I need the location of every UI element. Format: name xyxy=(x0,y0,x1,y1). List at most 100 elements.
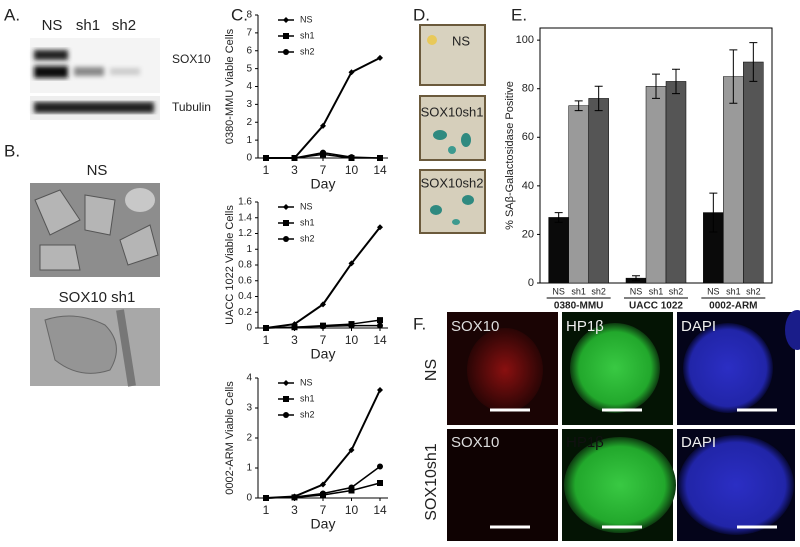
marker xyxy=(320,481,326,488)
legend-label: NS xyxy=(300,377,313,387)
y-tick-label: 3 xyxy=(246,99,252,110)
y-tick-label: 1.4 xyxy=(238,212,252,223)
stain-image xyxy=(419,169,486,234)
legend-label: sh1 xyxy=(300,393,315,403)
y-tick-label: 2 xyxy=(246,433,252,444)
marker xyxy=(263,495,269,501)
lane-label: sh2 xyxy=(112,17,136,34)
x-tick-label: 14 xyxy=(373,333,387,347)
group-label: UACC 1022 xyxy=(629,301,683,312)
bar xyxy=(548,217,569,284)
blot-tubulin xyxy=(30,96,160,120)
y-tick-label: 1 xyxy=(246,135,252,146)
panel-label: D. xyxy=(413,5,430,24)
bar xyxy=(723,76,744,284)
legend-label: NS xyxy=(300,14,313,24)
bar-label: sh1 xyxy=(649,286,664,296)
marker xyxy=(320,122,326,129)
x-tick-label: 3 xyxy=(291,333,298,347)
marker xyxy=(283,220,289,226)
image-label: SOX10sh2 xyxy=(421,175,484,190)
bar-label: sh2 xyxy=(746,286,761,296)
y-tick-label: 0 xyxy=(246,493,252,504)
blot-sox10 xyxy=(30,38,160,93)
error-bar xyxy=(594,85,603,112)
y-tick-label: 0.6 xyxy=(238,275,252,286)
x-axis-label: Day xyxy=(311,346,336,362)
marker xyxy=(348,260,355,267)
y-tick-label: 0.8 xyxy=(238,260,252,271)
stain-image xyxy=(419,95,486,161)
error-bar xyxy=(672,68,680,95)
marker xyxy=(283,412,289,418)
y-tick-label: 0.2 xyxy=(238,307,252,318)
y-tick-label: 0.4 xyxy=(238,291,252,302)
panel-label: C. xyxy=(231,5,248,24)
y-tick-label: 1 xyxy=(246,463,252,474)
marker xyxy=(377,155,383,161)
error-bar xyxy=(574,100,583,112)
bar-label: NS xyxy=(707,286,720,296)
y-tick-label: 7 xyxy=(246,28,252,39)
micrograph xyxy=(30,308,160,387)
panel-label: F. xyxy=(413,314,426,333)
legend-label: sh1 xyxy=(300,217,315,227)
marker xyxy=(283,380,289,386)
bar xyxy=(665,81,687,284)
y-tick-label: 20 xyxy=(522,228,534,240)
bar-label: sh2 xyxy=(669,286,684,296)
lane-label: NS xyxy=(42,17,63,34)
band-label: SOX10 xyxy=(172,52,211,66)
marker xyxy=(377,54,383,61)
group-label: 0002-ARM xyxy=(709,301,757,312)
channel-label: DAPI xyxy=(681,318,716,335)
series-line xyxy=(265,226,381,329)
bar-label: NS xyxy=(630,286,643,296)
image-label: SOX10 sh1 xyxy=(59,289,136,306)
marker xyxy=(377,322,383,329)
y-axis-label: UACC 1022 Viable Cells xyxy=(224,205,236,325)
marker xyxy=(348,447,355,453)
y-tick-label: 3 xyxy=(246,403,252,414)
row-label: SOX10sh1 xyxy=(423,443,440,520)
channel-label: DAPI xyxy=(681,434,716,451)
x-tick-label: 7 xyxy=(320,333,327,347)
x-axis-label: Day xyxy=(311,176,336,192)
marker xyxy=(348,69,355,76)
marker xyxy=(377,224,383,231)
y-axis-label: 0002-ARM Viable Cells xyxy=(224,381,236,495)
y-tick-label: 0 xyxy=(528,277,534,289)
x-tick-label: 1 xyxy=(263,503,270,517)
marker xyxy=(377,463,383,470)
x-axis-label: Day xyxy=(311,516,336,532)
x-tick-label: 10 xyxy=(345,503,359,517)
bar xyxy=(568,105,589,284)
x-tick-label: 1 xyxy=(263,333,270,347)
x-tick-label: 3 xyxy=(291,163,298,177)
x-tick-label: 7 xyxy=(320,503,327,517)
channel-label: SOX10 xyxy=(451,318,499,335)
lane-label: sh1 xyxy=(76,17,100,34)
image-label: NS xyxy=(87,162,108,179)
bar-label: sh1 xyxy=(726,286,741,296)
marker xyxy=(263,155,269,161)
marker xyxy=(291,324,298,331)
legend-label: sh1 xyxy=(300,30,315,40)
panel-label: B. xyxy=(4,141,20,160)
marker xyxy=(320,490,326,497)
marker xyxy=(348,154,355,161)
marker xyxy=(320,149,326,156)
marker xyxy=(283,17,289,23)
band-label: Tubulin xyxy=(172,100,211,114)
series-line xyxy=(266,57,381,159)
marker xyxy=(377,317,383,324)
marker xyxy=(320,323,326,330)
bar xyxy=(588,98,609,284)
bar-label: sh2 xyxy=(591,286,606,296)
y-tick-label: 4 xyxy=(246,81,252,92)
micrograph xyxy=(30,183,160,277)
marker xyxy=(291,494,298,501)
x-tick-label: 10 xyxy=(345,333,359,347)
x-tick-label: 14 xyxy=(373,503,387,517)
